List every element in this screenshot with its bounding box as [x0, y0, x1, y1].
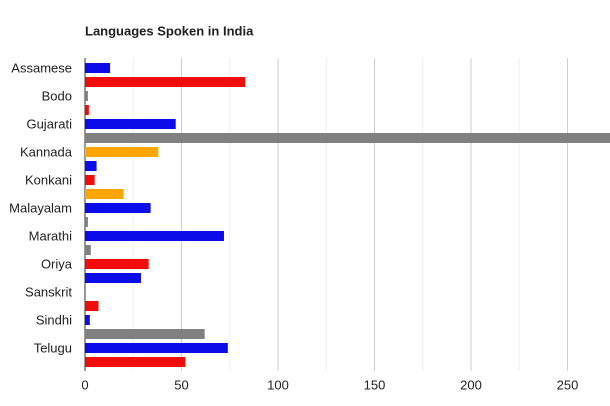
- bar: [85, 147, 159, 157]
- bar: [85, 133, 610, 143]
- x-tick-label: 200: [460, 377, 482, 392]
- bar: [85, 203, 151, 213]
- y-tick-label: Kannada: [20, 144, 73, 159]
- y-tick-label: Gujarati: [26, 116, 72, 131]
- bar: [85, 189, 124, 199]
- bar: [85, 119, 176, 129]
- bar: [85, 217, 88, 227]
- bar: [85, 77, 246, 87]
- y-tick-label: Sanskrit: [25, 284, 72, 299]
- x-tick-label: 100: [267, 377, 289, 392]
- bar: [85, 105, 89, 115]
- x-tick-label: 50: [174, 377, 188, 392]
- x-tick-label: 250: [557, 377, 579, 392]
- y-tick-label: Bodo: [42, 88, 72, 103]
- bar: [85, 273, 141, 283]
- bar: [85, 343, 228, 353]
- bar: [85, 259, 149, 269]
- bar: [85, 357, 186, 367]
- y-tick-label: Telugu: [34, 340, 72, 355]
- bar: [85, 161, 97, 171]
- x-tick-label: 0: [81, 377, 88, 392]
- y-tick-label: Marathi: [29, 228, 72, 243]
- bar: [85, 91, 88, 101]
- x-tick-label: 150: [364, 377, 386, 392]
- bar: [85, 329, 205, 339]
- bar: [85, 301, 99, 311]
- y-tick-label: Assamese: [11, 60, 72, 75]
- y-tick-label: Konkani: [25, 172, 72, 187]
- y-tick-label: Sindhi: [36, 312, 72, 327]
- y-tick-label: Oriya: [41, 256, 73, 271]
- chart-title: Languages Spoken in India: [85, 23, 254, 38]
- y-tick-label: Malayalam: [9, 200, 72, 215]
- bar: [85, 63, 111, 73]
- bar: [85, 231, 224, 241]
- bar: [85, 315, 90, 325]
- bar: [85, 175, 95, 185]
- plot-area: [85, 63, 610, 367]
- bar: [85, 245, 91, 255]
